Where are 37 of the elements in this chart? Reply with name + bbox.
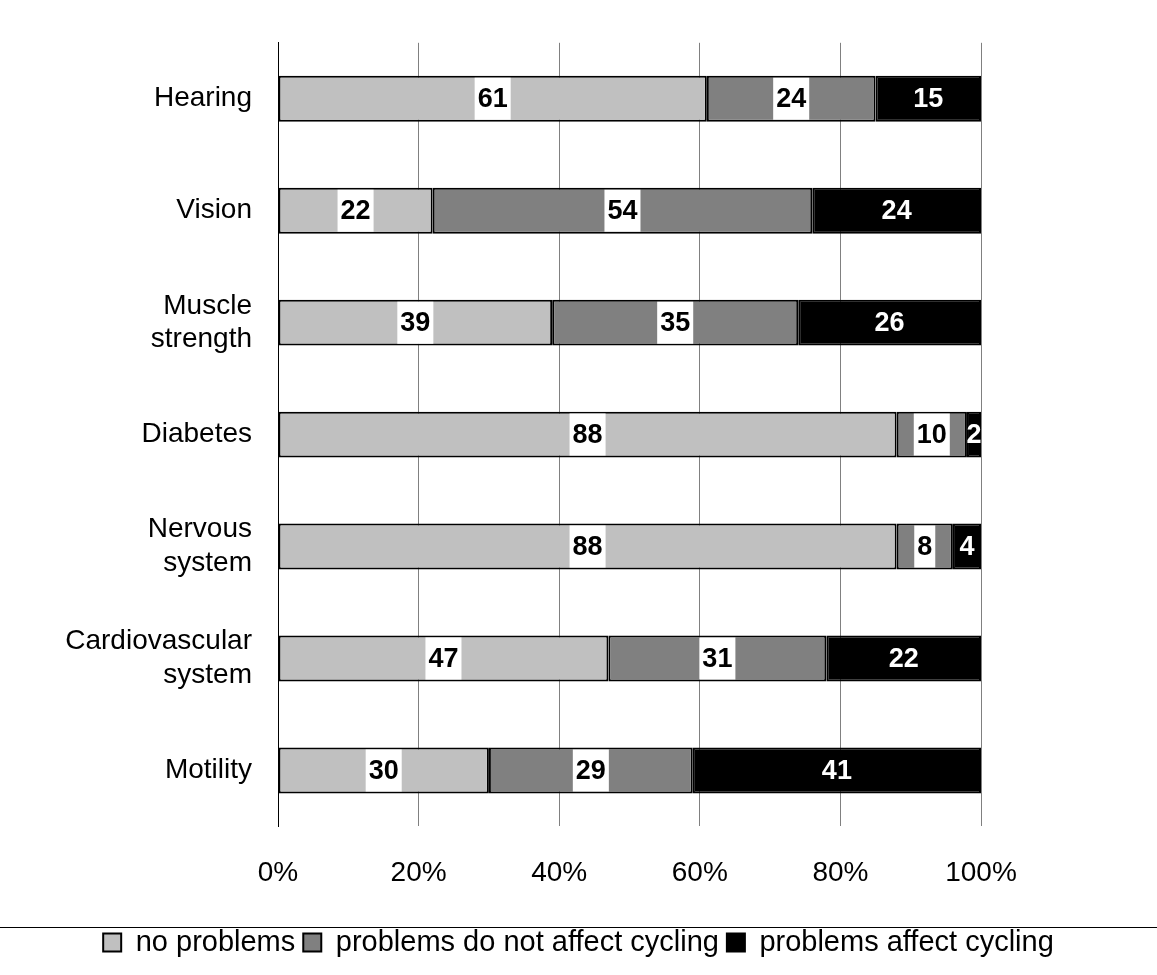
x-tick-label: 100% xyxy=(945,855,1017,887)
data-label: 24 xyxy=(776,83,807,114)
data-label: 30 xyxy=(368,754,399,785)
data-label: 24 xyxy=(881,195,912,226)
y-tick-label: Motility xyxy=(164,753,252,785)
data-label: 29 xyxy=(575,754,606,785)
data-label: 22 xyxy=(888,642,919,673)
data-label: 26 xyxy=(874,307,905,338)
data-label: 88 xyxy=(572,531,603,561)
y-tick-label: Nervous system xyxy=(147,512,252,578)
data-label: 4 xyxy=(959,531,975,561)
x-tick-label: 60% xyxy=(671,855,728,887)
data-label: 22 xyxy=(340,195,371,226)
data-label: 15 xyxy=(913,83,944,114)
y-tick-label: Hearing xyxy=(153,81,252,113)
data-label: 8 xyxy=(917,531,933,561)
legend-label: no problems xyxy=(135,924,296,957)
data-label: 61 xyxy=(477,83,508,114)
x-tick-label: 80% xyxy=(812,855,869,887)
data-label: 31 xyxy=(702,642,733,673)
data-label: 54 xyxy=(607,195,638,226)
y-tick-label: Cardiovascular system xyxy=(65,624,252,689)
y-tick-label: Diabetes xyxy=(141,417,252,449)
legend-label: problems do not affect cycling xyxy=(335,924,719,957)
data-label: 41 xyxy=(821,754,852,785)
data-label: 88 xyxy=(572,419,603,450)
data-label: 35 xyxy=(660,307,691,338)
x-tick-label: 20% xyxy=(390,855,447,887)
data-label: 10 xyxy=(916,419,947,450)
x-tick-label: 40% xyxy=(531,855,588,887)
data-label: 2 xyxy=(966,419,982,450)
legend-label: problems affect cycling xyxy=(759,924,1054,957)
data-label: 47 xyxy=(428,642,459,673)
y-tick-label: Vision xyxy=(176,193,252,225)
data-label: 39 xyxy=(400,307,431,338)
x-tick-label: 0% xyxy=(257,855,299,887)
y-tick-label: Muscle strength xyxy=(150,288,252,354)
